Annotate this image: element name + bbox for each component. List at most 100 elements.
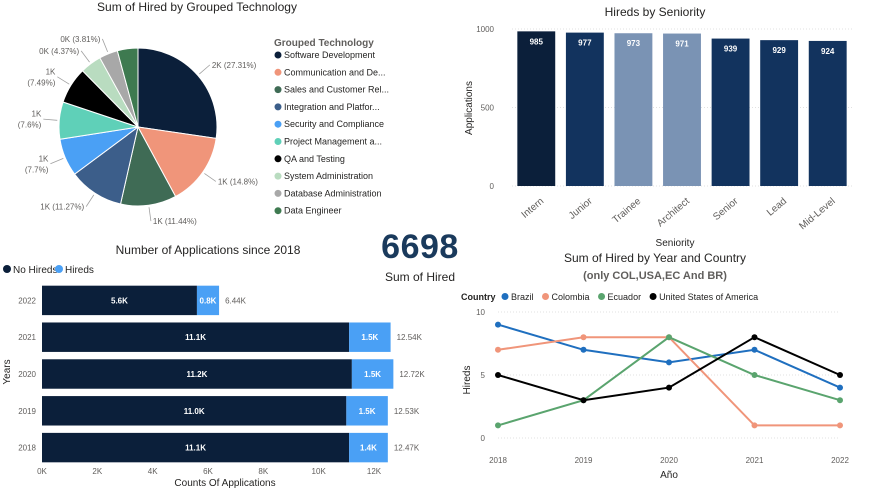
seniority-bar-value: 985	[530, 37, 544, 46]
pie-legend-swatch	[274, 51, 282, 59]
seniority-chart[interactable]: Hireds by Seniority Applications Seniori…	[450, 0, 872, 250]
seniority-bar[interactable]	[517, 31, 556, 187]
seniority-bar[interactable]	[808, 40, 847, 186]
pie-slice[interactable]	[137, 126, 217, 198]
country-point[interactable]	[495, 422, 501, 429]
country-legend-swatch	[501, 293, 509, 300]
country-point[interactable]	[751, 334, 758, 341]
country-panel: Sum of Hired by Year and Country (only C…	[455, 250, 872, 490]
country-point[interactable]	[666, 359, 672, 366]
pie-data-label: 1K (11.27%)	[40, 203, 84, 212]
seniority-bar-value: 939	[724, 45, 738, 54]
country-chart[interactable]: Sum of Hired by Year and Country (only C…	[455, 250, 872, 490]
country-point[interactable]	[837, 384, 843, 391]
applications-bar-no-hireds[interactable]	[42, 396, 347, 426]
country-legend-swatch	[542, 293, 550, 300]
applications-xlabel: Counts Of Applications	[174, 478, 275, 489]
pie-leader-line	[50, 158, 64, 165]
applications-panel: Number of Applications since 2018 No Hir…	[0, 238, 440, 490]
applications-year-label: 2022	[18, 296, 36, 305]
country-point[interactable]	[495, 346, 501, 353]
seniority-xtick: Junior	[567, 195, 595, 221]
kpi-label: Sum of Hired	[384, 270, 456, 284]
country-ytick: 5	[481, 371, 486, 380]
seniority-bar[interactable]	[565, 32, 604, 187]
pie-chart[interactable]: Sum of Hired by Grouped Technology 2K (2…	[0, 0, 450, 235]
pie-slice[interactable]	[137, 47, 218, 139]
country-point[interactable]	[751, 372, 758, 378]
applications-bar-hireds[interactable]	[349, 322, 391, 352]
applications-no-hireds-value: 11.1K	[185, 444, 206, 453]
applications-xtick: 8K	[258, 467, 268, 476]
applications-xtick: 2K	[92, 467, 102, 476]
pie-slice[interactable]	[116, 47, 139, 128]
pie-legend-swatch	[274, 103, 282, 111]
country-point[interactable]	[751, 422, 758, 429]
seniority-xlabel: Seniority	[656, 238, 695, 249]
pie-legend-swatch	[274, 86, 282, 94]
country-point[interactable]	[495, 372, 501, 378]
applications-bar-hireds[interactable]	[349, 432, 388, 463]
pie-legend-label: Database Administration	[284, 188, 382, 198]
seniority-xtick: Intern	[520, 196, 547, 221]
country-point[interactable]	[666, 384, 672, 391]
country-point[interactable]	[580, 334, 587, 341]
seniority-ytick: 1000	[476, 25, 494, 34]
country-point[interactable]	[837, 372, 843, 378]
applications-total-value: 12.72K	[399, 370, 425, 379]
country-line[interactable]	[497, 336, 840, 427]
applications-bar-no-hireds[interactable]	[42, 359, 352, 389]
applications-hireds-value: 0.8K	[200, 296, 217, 305]
seniority-xtick: Architect	[655, 196, 692, 230]
seniority-title: Hireds by Seniority	[605, 5, 706, 19]
pie-legend-label: System Administration	[284, 171, 373, 181]
country-point[interactable]	[580, 346, 587, 353]
seniority-panel: Hireds by Seniority Applications Seniori…	[450, 0, 872, 250]
pie-data-label: 0K (4.37%)	[39, 47, 79, 56]
seniority-bar[interactable]	[760, 40, 799, 186]
applications-bar-hireds[interactable]	[346, 396, 388, 426]
pie-legend-swatch	[274, 120, 282, 128]
legend-hireds-swatch	[55, 265, 63, 273]
applications-year-label: 2019	[18, 407, 36, 416]
country-point[interactable]	[666, 334, 672, 341]
pie-legend-label: Data Engineer	[284, 206, 342, 216]
country-point[interactable]	[580, 397, 587, 404]
pie-legend-label: Security and Compliance	[284, 119, 384, 129]
country-xtick: 2019	[575, 456, 593, 465]
seniority-xtick: Senior	[711, 195, 741, 222]
seniority-xtick: Mid-Level	[797, 196, 837, 232]
applications-xtick: 12K	[367, 467, 382, 476]
seniority-bar[interactable]	[614, 33, 653, 186]
country-point[interactable]	[837, 397, 843, 404]
applications-xtick: 0K	[37, 467, 47, 476]
legend-no-hireds-swatch	[3, 265, 11, 273]
country-line[interactable]	[497, 336, 841, 402]
applications-bar-no-hireds[interactable]	[42, 322, 350, 352]
country-xtick: 2022	[831, 456, 849, 465]
seniority-bar[interactable]	[711, 38, 750, 187]
country-legend-swatch	[649, 293, 657, 300]
country-point[interactable]	[495, 321, 501, 328]
applications-xtick: 4K	[148, 467, 158, 476]
pie-legend-label: Project Management a...	[284, 137, 382, 147]
pie-legend-label: Communication and De...	[284, 67, 386, 77]
country-xtick: 2018	[489, 456, 507, 465]
applications-bar-hireds[interactable]	[196, 285, 220, 316]
applications-bar-hireds[interactable]	[351, 359, 394, 389]
pie-data-label: (7.49%)	[27, 78, 55, 87]
country-xtick: 2021	[746, 456, 764, 465]
country-legend-label: United States of America	[659, 292, 758, 302]
applications-no-hireds-value: 11.1K	[185, 333, 206, 342]
country-point[interactable]	[751, 346, 758, 353]
applications-bar-no-hireds[interactable]	[42, 432, 350, 463]
pie-leader-line	[43, 118, 58, 121]
country-legend-swatch	[598, 293, 606, 300]
country-line[interactable]	[497, 336, 841, 427]
country-point[interactable]	[837, 422, 843, 429]
applications-year-label: 2018	[18, 444, 36, 453]
country-line[interactable]	[497, 323, 841, 389]
applications-bar-no-hireds[interactable]	[42, 285, 197, 316]
seniority-bar[interactable]	[663, 33, 701, 186]
applications-chart[interactable]: Number of Applications since 2018 No Hir…	[0, 238, 440, 490]
